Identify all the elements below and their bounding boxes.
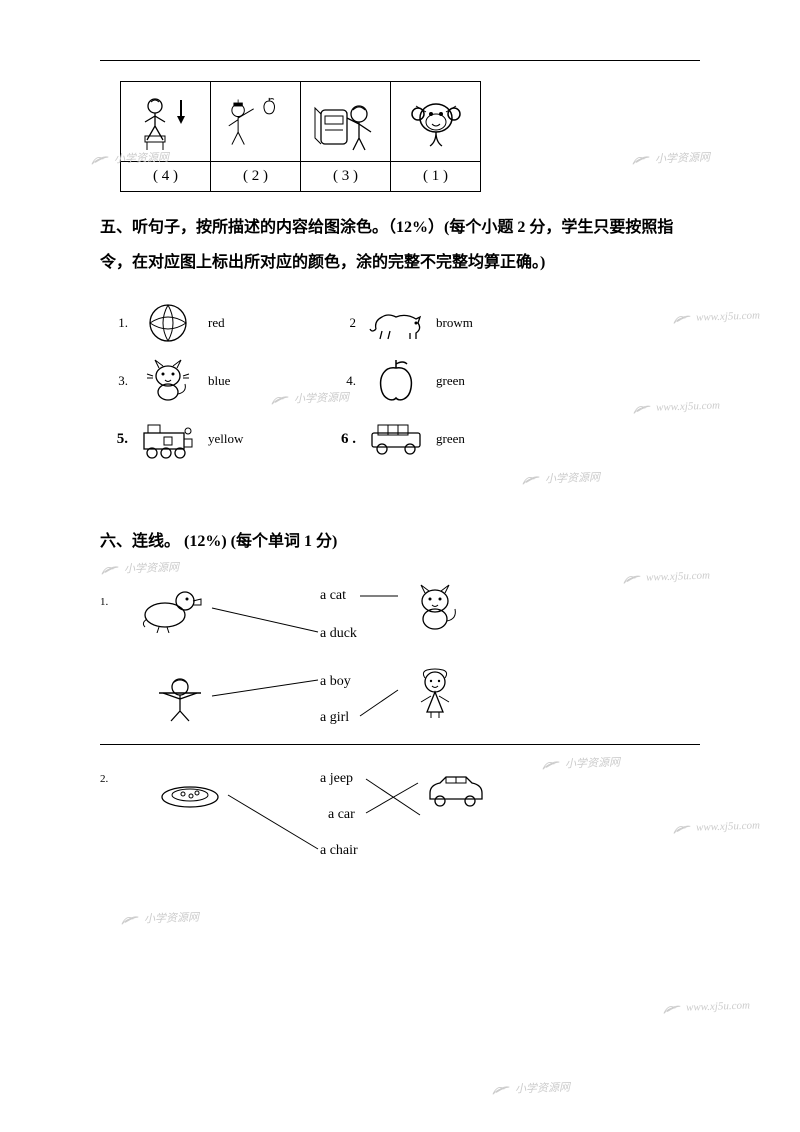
- q5-label: yellow: [208, 431, 278, 447]
- watermark: 小学资源网: [631, 149, 711, 168]
- divider: [100, 744, 700, 745]
- drawing-cat-icon: [138, 356, 198, 406]
- drawing-basketball-icon: [138, 298, 198, 348]
- top-rule: [100, 60, 700, 61]
- q5-num: 1.: [110, 315, 128, 331]
- drawing-duck-icon: [130, 578, 210, 638]
- q6-word: a car: [328, 807, 355, 823]
- q6-num: 2.: [100, 773, 108, 785]
- q4-answer-2: ( 2 ): [211, 162, 301, 192]
- drawing-plate-icon: [150, 765, 230, 825]
- watermark: 小学资源网: [521, 469, 601, 488]
- q4-cell-2: [211, 82, 301, 162]
- q4-cell-4: [391, 82, 481, 162]
- q5-label: browm: [436, 315, 506, 331]
- q5-num: 4.: [338, 373, 356, 389]
- watermark: 小学资源网: [491, 1079, 571, 1098]
- q5-label: green: [436, 431, 506, 447]
- drawing-monkey-icon: [406, 92, 466, 152]
- q6-block-1: 1. a cat a duck a boy a girl: [100, 578, 700, 738]
- q6-word: a girl: [320, 710, 349, 726]
- q5-num: 2: [338, 315, 356, 331]
- drawing-jeep-car-icon: [366, 414, 426, 464]
- drawing-cat2-icon: [400, 578, 470, 638]
- q5-label: red: [208, 315, 278, 331]
- section6-heading: 六、连线。 (12%) (每个单词 1 分): [100, 524, 700, 559]
- q4-cell-3: [301, 82, 391, 162]
- drawing-girl-icon: [400, 664, 470, 724]
- watermark: www.xj5u.com: [662, 998, 750, 1015]
- q4-answer-3: ( 3 ): [301, 162, 391, 192]
- q5-num: 6 .: [338, 431, 356, 448]
- drawing-apple-icon: [366, 356, 426, 406]
- q6-word: a boy: [320, 674, 351, 690]
- section5-heading: 五、听句子，按所描述的内容给图涂色。（12%）(每个小题 2 分，学生只要按照指…: [100, 210, 700, 280]
- q6-block-2: 2. a jeep a car a chair: [100, 755, 700, 885]
- q5-row-2: 3. blue 4. green: [110, 356, 700, 406]
- watermark: 小学资源网: [100, 559, 180, 578]
- q6-word: a chair: [320, 843, 358, 859]
- watermark: 小学资源网: [120, 909, 200, 928]
- q5-row-1: 1. red 2 browm: [110, 298, 700, 348]
- drawing-train-icon: [138, 414, 198, 464]
- q6-word: a jeep: [320, 771, 353, 787]
- q4-answer-1: ( 4 ): [121, 162, 211, 192]
- q5-row-3: 5. yellow 6 .: [110, 414, 700, 464]
- drawing-dog-icon: [366, 298, 426, 348]
- q6-word: a cat: [320, 588, 346, 604]
- q5-num: 3.: [110, 373, 128, 389]
- q6-word: a duck: [320, 626, 357, 642]
- q4-answer-4: ( 1 ): [391, 162, 481, 192]
- drawing-open-bag-icon: [311, 92, 381, 152]
- q4-cell-1: [121, 82, 211, 162]
- drawing-sit-down-icon: [131, 92, 201, 152]
- drawing-teacher-apple-icon: [221, 87, 291, 157]
- q5-label: blue: [208, 373, 278, 389]
- q5-num: 5.: [110, 431, 128, 448]
- drawing-car-icon: [420, 761, 490, 821]
- q6-num: 1.: [100, 596, 108, 608]
- question4-table: ( 4 ) ( 2 ) ( 3 ) ( 1 ): [120, 81, 481, 192]
- drawing-boy-icon: [140, 668, 220, 728]
- q5-label: green: [436, 373, 506, 389]
